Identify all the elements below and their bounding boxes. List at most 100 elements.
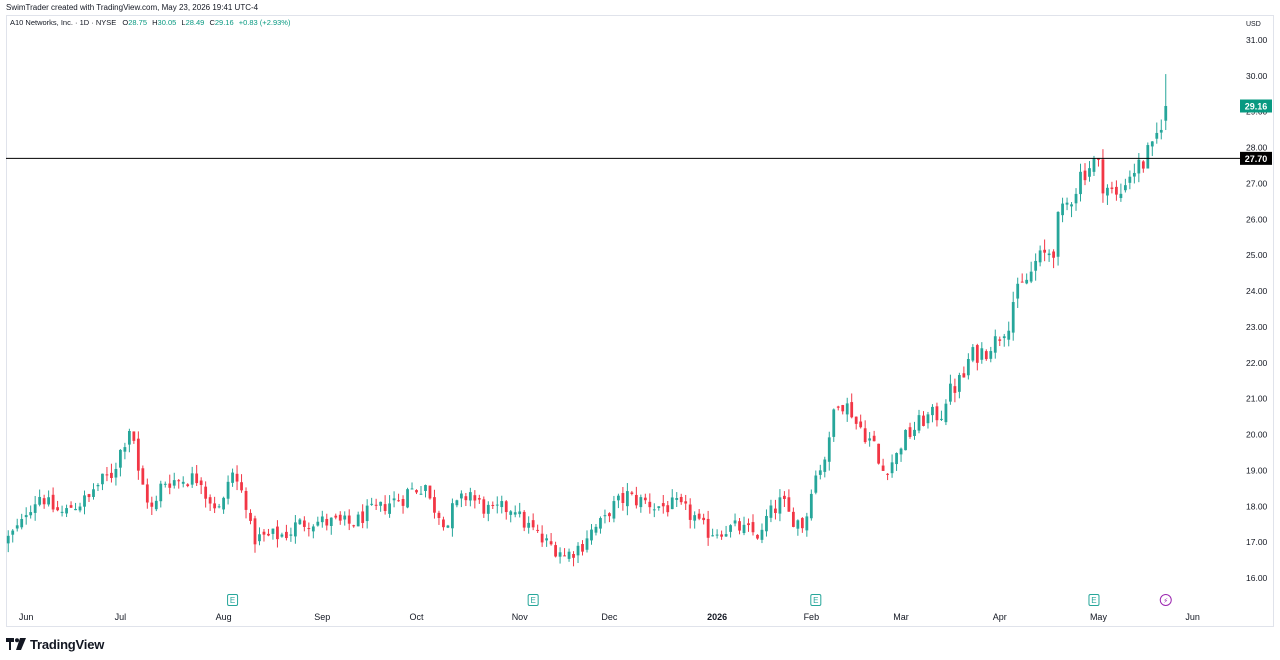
earnings-event-icon[interactable]: E [527,594,539,606]
candle-body [1038,250,1042,263]
earnings-event-icon[interactable]: E [227,594,239,606]
candle-body [311,526,315,532]
candle-body [388,503,391,514]
candle-body [634,494,638,506]
candle-body [1034,260,1038,271]
candle-body [832,409,836,437]
candle-body [576,545,580,556]
price-badges-layer: 29.16 27.70 [1240,99,1272,165]
candle-body [639,497,643,508]
candle-body [1123,185,1127,191]
candle-body [949,383,952,402]
candle-body [105,474,109,476]
candle-body [60,511,64,513]
candle-body [262,531,266,535]
candle-body [625,491,629,507]
candle-body [1106,187,1109,196]
candle-body [446,525,450,528]
candle-body [805,516,809,531]
candle-body [1101,159,1105,194]
candle-body [473,495,477,501]
x-tick-label: Jul [115,612,127,622]
candle-body [783,495,786,499]
candle-body [608,513,611,517]
time-axis[interactable]: Jun Jul Aug Sep Oct Nov Dec 2026 Feb Mar Apr May Jun [19,612,1200,622]
x-tick-label: Feb [804,612,820,622]
candle-body [119,449,122,468]
candle-body [791,511,795,527]
candle-body [1007,330,1011,340]
candle-body [464,496,468,501]
candle-body [397,500,400,502]
candle-body [190,473,194,485]
candle-body [1056,211,1060,257]
candle-body [208,497,212,504]
candle-body [675,498,679,500]
candle-body [231,472,234,483]
candle-body [693,515,697,521]
candle-body [285,531,288,539]
symbol-legend: A10 Networks, Inc. · 1D · NYSE O28.75 H3… [10,18,291,27]
x-tick-label: Apr [993,612,1007,622]
candle-body [150,502,154,507]
x-tick-label: Dec [601,612,618,622]
x-tick-label: Aug [216,612,232,622]
earnings-event-icon[interactable]: E [1088,594,1100,606]
earnings-event-icon[interactable]: E [810,594,822,606]
candle-body [181,481,185,484]
candle-body [800,518,804,529]
candle-body [554,545,557,557]
y-tick-label: 16.00 [1246,573,1268,583]
y-tick-label: 31.00 [1246,35,1268,45]
candle-body [733,520,737,524]
y-tick-label: 27.00 [1246,178,1268,188]
candle-body [904,429,907,451]
candle-body [455,500,459,506]
candle-body [890,462,894,474]
candle-body [307,528,311,530]
candle-body [971,347,975,361]
candle-body [760,529,764,540]
candle-body [917,415,921,431]
candle-body [1070,204,1073,207]
candle-body [1150,141,1154,147]
candle-body [1020,281,1024,283]
candle-body [572,553,575,558]
candle-body [442,519,445,528]
candle-body [302,520,306,527]
candle-body [428,485,432,499]
svg-text:A10 Networks, Inc. · 1D · NYSE: A10 Networks, Inc. · 1D · NYSE O28.75 H3… [10,18,291,27]
tradingview-logo[interactable]: TradingView [6,636,104,652]
candle-body [1052,251,1055,258]
candle-body [42,498,46,505]
candle-body [1159,129,1163,133]
x-tick-label: Jun [1185,612,1200,622]
candle-body [957,375,961,392]
low-label: L [181,18,185,27]
candle-body [975,345,979,363]
candle-body [482,499,486,514]
dividend-event-icon[interactable]: ⚡ [1159,594,1172,606]
candle-body [477,498,481,500]
candle-body [38,496,42,505]
candle-body [1029,271,1033,282]
candle-body [29,512,33,516]
candle-body [778,497,782,514]
candle-body [253,518,257,545]
candle-body [1047,253,1051,256]
candle-body [1115,186,1118,195]
candle-body [518,511,522,515]
candle-body [1141,161,1145,169]
candle-body [356,514,360,527]
candle-body [47,497,51,505]
candle-body [913,429,916,436]
candle-body [11,530,15,535]
y-tick-label: 21.00 [1246,394,1268,404]
candle-body [15,525,19,529]
candle-body [87,494,91,498]
candle-body [809,493,813,519]
candle-body [527,522,531,528]
chart-frame[interactable] [6,15,1274,627]
candle-body [652,509,656,511]
